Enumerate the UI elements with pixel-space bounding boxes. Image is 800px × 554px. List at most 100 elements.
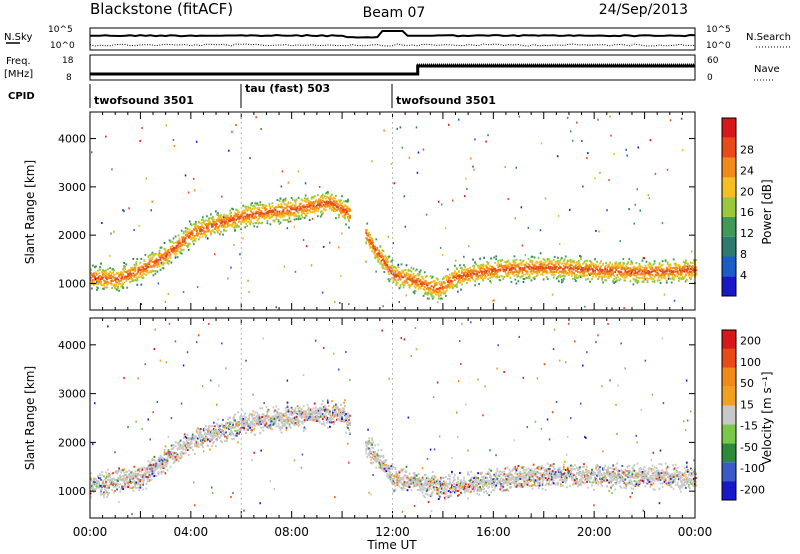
v-pixel-1034 xyxy=(253,417,256,420)
p-pixel-769 xyxy=(212,215,214,218)
p-pixel-3312 xyxy=(628,208,630,211)
p-pixel-2463 xyxy=(494,269,497,272)
p-pixel-3369 xyxy=(637,280,640,283)
p-pixel-3047 xyxy=(587,269,589,272)
p-pixel-2272 xyxy=(464,278,466,281)
p-pixel-2943 xyxy=(571,274,573,277)
p-pixel-880 xyxy=(229,216,231,219)
v-pixel-514 xyxy=(170,444,173,447)
p-pixel-2369 xyxy=(479,274,481,277)
p-pixel-1601 xyxy=(344,204,346,207)
v-pixel-967 xyxy=(242,426,245,429)
p-pixel-1100 xyxy=(264,208,267,211)
p-pixel-2095 xyxy=(436,278,439,281)
p-pixel-613 xyxy=(186,242,189,245)
v-pixel-14 xyxy=(92,489,94,491)
v-pixel-253 xyxy=(130,471,133,474)
p-pixel-2616 xyxy=(518,115,520,118)
p-pixel-1150 xyxy=(272,209,275,212)
p-pixel-467 xyxy=(163,258,166,261)
p-pixel-2283 xyxy=(466,274,468,277)
v-pixel-222 xyxy=(125,473,128,476)
p-pixel-861 xyxy=(226,226,228,229)
p-pixel-1748 xyxy=(382,255,385,258)
v-pixel-609 xyxy=(185,445,188,448)
p-pixel-696 xyxy=(199,226,202,229)
p-pixel-1062 xyxy=(258,206,261,209)
p-pixel-1285 xyxy=(293,211,296,214)
v-pixel-979 xyxy=(244,419,247,422)
v-pixel-444 xyxy=(160,466,163,469)
v-pixel-831 xyxy=(221,441,223,444)
v-pixel-328 xyxy=(142,474,145,477)
p-pixel-180 xyxy=(118,289,120,292)
p-pixel-2235 xyxy=(459,274,461,277)
p-pixel-2756 xyxy=(540,264,543,267)
v-pixel-86 xyxy=(103,483,105,486)
p-pixel-1286 xyxy=(293,225,296,228)
v-pixel-980 xyxy=(244,421,247,424)
v-pixel-734 xyxy=(206,428,208,431)
p-pixel-3346 xyxy=(634,278,637,281)
p-pixel-375 xyxy=(149,257,152,260)
p-pixel-1316 xyxy=(298,202,301,205)
p-pixel-1901 xyxy=(406,277,409,280)
p-pixel-2168 xyxy=(448,280,450,283)
p-pixel-1034 xyxy=(253,207,256,210)
p-pixel-2853 xyxy=(556,262,559,265)
p-pixel-3329 xyxy=(631,269,634,272)
p-pixel-2489 xyxy=(498,278,501,281)
p-pixel-1226 xyxy=(284,203,287,206)
p-pixel-2234 xyxy=(458,118,460,121)
v-pixel-367 xyxy=(148,464,151,467)
v-pixel-751 xyxy=(208,322,210,325)
p-pixel-3545 xyxy=(665,281,668,284)
p-pixel-987 xyxy=(246,217,249,220)
p-pixel-1620 xyxy=(347,213,349,216)
v-pixel-539 xyxy=(174,445,177,448)
p-pixel-2227 xyxy=(457,290,459,293)
p-pixel-491 xyxy=(167,248,170,251)
v-pixel-552 xyxy=(176,442,179,445)
p-pixel-2240 xyxy=(459,276,461,279)
v-pixel-847 xyxy=(223,431,225,434)
p-pixel-2151 xyxy=(444,285,447,288)
p-pixel-1677 xyxy=(371,246,374,249)
p-pixel-3615 xyxy=(676,275,679,277)
p-pixel-1271 xyxy=(291,207,294,210)
p-pixel-2129 xyxy=(441,278,444,281)
p-pixel-1625 xyxy=(348,210,350,213)
p-pixel-1658 xyxy=(368,234,371,237)
p-pixel-403 xyxy=(153,262,156,265)
p-pixel-1298 xyxy=(295,218,298,220)
p-pixel-2037 xyxy=(426,297,429,300)
p-pixel-3196 xyxy=(610,272,613,275)
v-pixel-956 xyxy=(241,420,244,423)
p-pixel-1124 xyxy=(268,209,271,212)
p-pixel-903 xyxy=(233,217,235,220)
v-pixel-38 xyxy=(95,483,97,485)
p-pixel-1420 xyxy=(314,200,317,203)
p-pixel-1194 xyxy=(279,214,282,217)
v-pixel-960 xyxy=(241,424,244,427)
p-pixel-1779 xyxy=(387,256,390,259)
v-pixel-776 xyxy=(212,425,214,428)
p-pixel-1637 xyxy=(365,237,368,240)
v-pixel-892 xyxy=(230,495,232,498)
v-pixel-474 xyxy=(164,461,167,464)
p-pixel-2213 xyxy=(455,274,457,277)
p-pixel-3376 xyxy=(638,263,641,265)
p-pixel-105 xyxy=(106,278,108,281)
p-pixel-3396 xyxy=(641,266,644,269)
v-pixel-968 xyxy=(242,421,245,424)
v-pixel-167 xyxy=(117,483,119,486)
p-pixel-2953 xyxy=(573,268,575,271)
p-pixel-979 xyxy=(245,218,248,221)
p-pixel-2370 xyxy=(479,257,481,260)
p-pixel-2351 xyxy=(476,272,478,275)
v-pixel-150 xyxy=(114,490,116,492)
p-pixel-475 xyxy=(165,254,168,257)
p-pixel-2952 xyxy=(572,139,574,142)
p-pixel-2022 xyxy=(424,292,427,295)
p-pixel-682 xyxy=(197,227,200,230)
